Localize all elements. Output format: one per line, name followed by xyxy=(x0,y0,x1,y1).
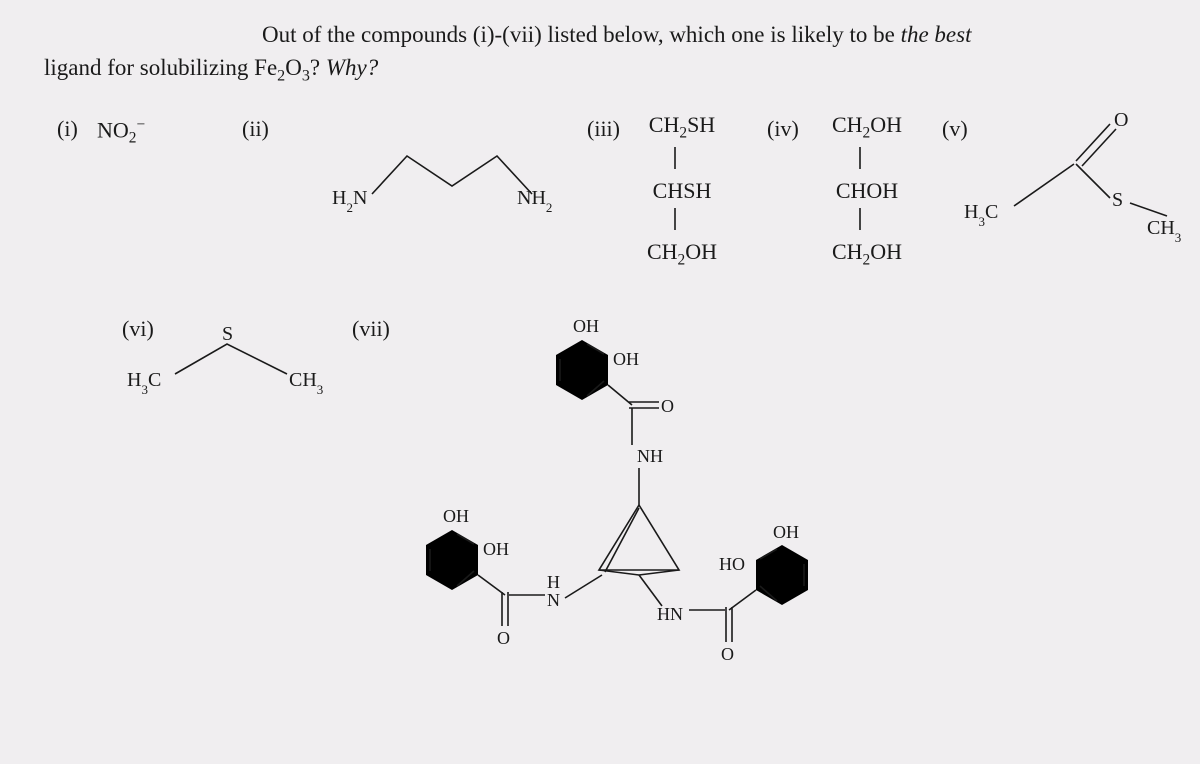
structure-vi: S H3C CH3 xyxy=(127,322,367,417)
vii-oh-l2: OH xyxy=(483,539,509,559)
label-ii: (ii) xyxy=(242,116,269,142)
iv-bot: CH2OH xyxy=(822,239,912,269)
vii-nh-l2: N xyxy=(547,590,560,610)
v-s: S xyxy=(1112,189,1123,211)
vi-right: CH3 xyxy=(289,369,323,397)
q-line2-italic: Why? xyxy=(326,55,378,80)
vii-hn-r: HN xyxy=(657,604,683,624)
ii-right: NH2 xyxy=(517,187,552,215)
structure-v: O S H3C CH3 xyxy=(962,106,1192,251)
vii-oh-t2: OH xyxy=(613,349,639,369)
ii-left: H2N xyxy=(332,187,367,215)
q-line1-prefix: Out of the compounds (i)-(vii) listed be… xyxy=(262,22,901,47)
iv-top: CH2OH xyxy=(822,112,912,142)
q-line2b: O xyxy=(285,55,302,80)
v-right: CH3 xyxy=(1147,217,1181,245)
v-left: H3C xyxy=(964,201,998,229)
vii-o-t: O xyxy=(661,396,674,416)
v-o: O xyxy=(1114,109,1128,131)
vi-left: H3C xyxy=(127,369,161,397)
compound-row-2: (vi) S H3C CH3 (vii) OH OH xyxy=(22,316,1178,746)
label-iii: (iii) xyxy=(587,116,620,142)
iii-bot: CH2OH xyxy=(637,239,727,269)
q-line2c: ? xyxy=(310,55,326,80)
structure-vii: OH OH O NH OH OH xyxy=(377,310,877,735)
structure-ii: H2N NH2 xyxy=(322,116,562,231)
vi-s: S xyxy=(222,323,233,345)
structure-iii: CH2SH CHSH CH2OH xyxy=(637,112,727,269)
q-sub1: 2 xyxy=(277,68,285,85)
vii-oh-t1: OH xyxy=(573,316,599,336)
vii-o-r: O xyxy=(721,644,734,664)
vii-nh-t: NH xyxy=(637,446,663,466)
iii-top: CH2SH xyxy=(637,112,727,142)
iii-mid: CHSH xyxy=(637,178,727,204)
question-text: Out of the compounds (i)-(vii) listed be… xyxy=(222,18,1178,88)
vii-oh-r1: OH xyxy=(773,522,799,542)
q-line2a: ligand for solubilizing Fe xyxy=(44,55,277,80)
label-i: (i) xyxy=(57,116,78,142)
vii-o-l: O xyxy=(497,628,510,648)
vii-oh-l1: OH xyxy=(443,506,469,526)
vii-ho-r: HO xyxy=(719,554,745,574)
structure-iv: CH2OH CHOH CH2OH xyxy=(822,112,912,269)
iv-mid: CHOH xyxy=(822,178,912,204)
formula-i: NO2− xyxy=(97,116,145,148)
q-line1-italic: the best xyxy=(901,22,972,47)
vii-nh-l1: H xyxy=(547,572,560,592)
compound-row-1: (i) NO2− (ii) H2N NH2 (iii) CH2SH CHSH C… xyxy=(22,116,1178,316)
q-sub2: 3 xyxy=(302,68,310,85)
label-iv: (iv) xyxy=(767,116,799,142)
